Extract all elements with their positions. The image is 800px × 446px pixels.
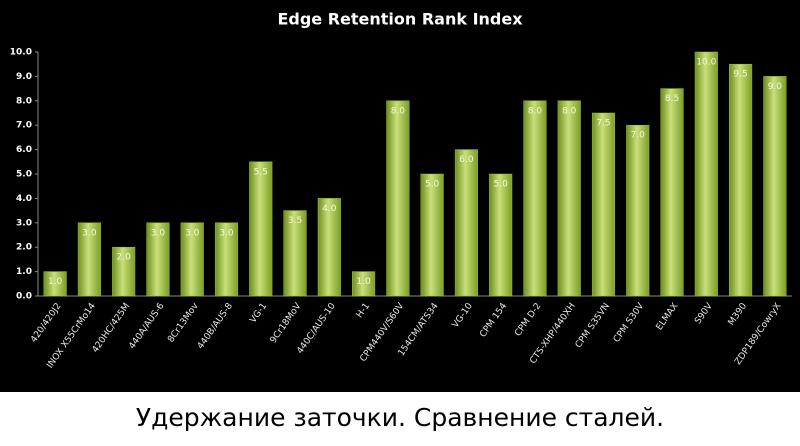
bar [214, 222, 239, 297]
caption: Удержание заточки. Сравнение сталей. [136, 403, 664, 432]
y-tick-label: 2.0 [16, 243, 32, 253]
value-label: 9.5 [733, 70, 747, 80]
value-label: 10.0 [696, 58, 716, 68]
value-label: 7.5 [596, 119, 610, 129]
value-label: 8.5 [665, 94, 679, 104]
bar [386, 100, 410, 297]
bar [557, 100, 581, 297]
y-tick-label: 6.0 [16, 145, 32, 155]
value-label: 3.5 [288, 216, 302, 226]
chart-title: Edge Retention Rank Index [277, 10, 523, 29]
bar [591, 112, 616, 297]
y-tick-label: 8.0 [16, 96, 32, 106]
value-label: 5.0 [494, 180, 509, 190]
value-label: 9.0 [768, 82, 783, 92]
bar [420, 173, 444, 297]
value-label: 8.0 [562, 106, 577, 116]
value-label: 8.0 [528, 106, 543, 116]
bar [77, 222, 101, 297]
bar [283, 210, 307, 297]
value-label: 8.0 [391, 106, 406, 116]
y-tick-label: 0.0 [16, 292, 32, 302]
bar [146, 222, 170, 297]
bar [352, 271, 376, 297]
value-label: 1.0 [356, 277, 371, 287]
bar [729, 63, 753, 297]
y-tick-label: 1.0 [16, 267, 32, 277]
y-tick-label: 5.0 [16, 170, 32, 180]
caption-band [0, 392, 800, 446]
value-label: 3.0 [185, 228, 200, 238]
bar [763, 76, 787, 297]
value-label: 6.0 [459, 155, 474, 165]
y-tick-label: 9.0 [16, 72, 32, 82]
bar [112, 246, 136, 297]
value-label: 2.0 [117, 253, 132, 263]
value-label: 3.0 [151, 228, 166, 238]
bar [626, 124, 650, 297]
value-label: 1.0 [48, 277, 63, 287]
y-tick-label: 3.0 [16, 218, 32, 228]
value-label: 4.0 [322, 204, 337, 214]
bar [43, 271, 67, 297]
bar [660, 88, 684, 297]
value-label: 5.0 [425, 180, 440, 190]
value-label: 5.5 [254, 167, 268, 177]
value-label: 3.0 [82, 228, 97, 238]
bar [523, 100, 547, 297]
y-tick-label: 7.0 [16, 121, 32, 131]
y-tick-label: 10.0 [10, 48, 32, 58]
bar [489, 173, 513, 297]
y-tick-label: 4.0 [16, 194, 32, 204]
bar [180, 222, 204, 297]
bar [694, 51, 718, 297]
bar [454, 149, 478, 297]
bar [317, 198, 341, 297]
value-label: 7.0 [631, 131, 646, 141]
bar [249, 161, 273, 297]
value-label: 3.0 [219, 228, 234, 238]
